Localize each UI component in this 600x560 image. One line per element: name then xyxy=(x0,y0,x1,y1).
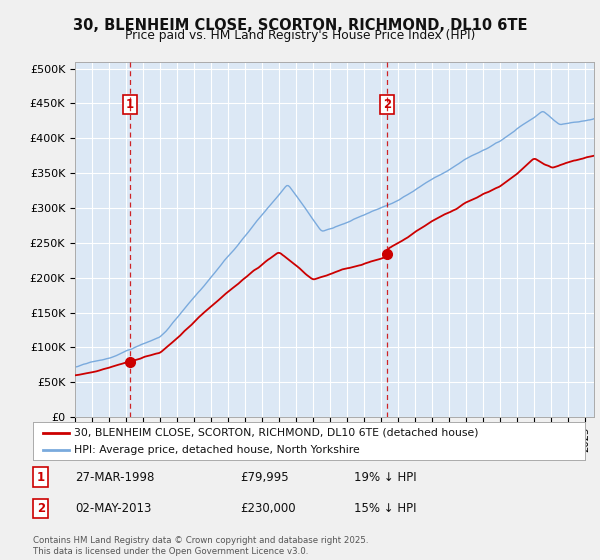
Text: 02-MAY-2013: 02-MAY-2013 xyxy=(75,502,151,515)
Text: Price paid vs. HM Land Registry's House Price Index (HPI): Price paid vs. HM Land Registry's House … xyxy=(125,29,475,42)
Text: 2: 2 xyxy=(37,502,45,515)
Text: 30, BLENHEIM CLOSE, SCORTON, RICHMOND, DL10 6TE: 30, BLENHEIM CLOSE, SCORTON, RICHMOND, D… xyxy=(73,18,527,33)
Text: £230,000: £230,000 xyxy=(240,502,296,515)
Text: 15% ↓ HPI: 15% ↓ HPI xyxy=(354,502,416,515)
Text: 1: 1 xyxy=(37,470,45,484)
Text: 27-MAR-1998: 27-MAR-1998 xyxy=(75,470,154,484)
Text: 19% ↓ HPI: 19% ↓ HPI xyxy=(354,470,416,484)
Text: 30, BLENHEIM CLOSE, SCORTON, RICHMOND, DL10 6TE (detached house): 30, BLENHEIM CLOSE, SCORTON, RICHMOND, D… xyxy=(74,427,479,437)
Text: Contains HM Land Registry data © Crown copyright and database right 2025.
This d: Contains HM Land Registry data © Crown c… xyxy=(33,536,368,556)
Text: £79,995: £79,995 xyxy=(240,470,289,484)
Text: 1: 1 xyxy=(125,98,134,111)
Text: HPI: Average price, detached house, North Yorkshire: HPI: Average price, detached house, Nort… xyxy=(74,445,360,455)
Text: 2: 2 xyxy=(383,98,391,111)
